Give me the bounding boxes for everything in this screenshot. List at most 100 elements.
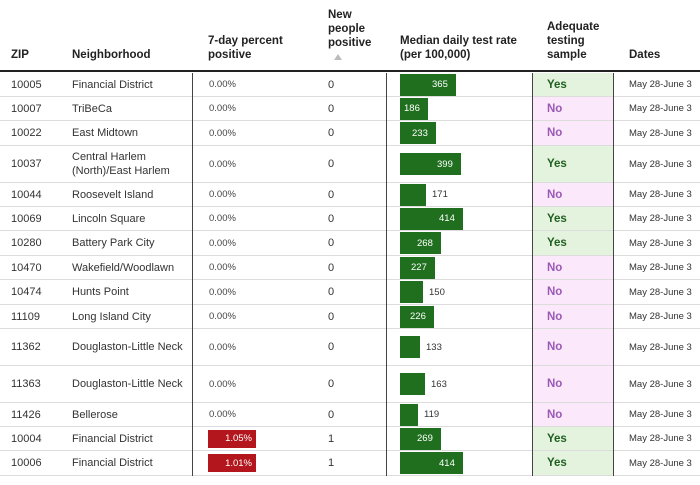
percent-positive-cell: 0.00% bbox=[209, 158, 236, 170]
divider-before-pct bbox=[192, 73, 193, 476]
table-row: 10470 Wakefield/Woodlawn 0.00% 0 227 No May 28… bbox=[0, 256, 700, 280]
test-rate-value: 233 bbox=[412, 127, 428, 139]
table-row: 10474 Hunts Point 0.00% 0 150 No May 28-June 3 bbox=[0, 280, 700, 305]
test-rate-bar bbox=[400, 97, 428, 120]
divider-before-adequate bbox=[532, 73, 533, 476]
zip-cell: 11363 bbox=[11, 378, 41, 390]
table-row: 10037 Central Harlem (North)/East Harlem 0… bbox=[0, 146, 700, 183]
neighborhood-cell: Wakefield/Woodlawn bbox=[72, 261, 175, 274]
neighborhood-cell: Bellerose bbox=[72, 408, 118, 421]
new-positive-cell: 0 bbox=[328, 102, 335, 115]
neighborhood-cell: TriBeCa bbox=[72, 102, 112, 115]
zip-cell: 10474 bbox=[11, 286, 42, 298]
neighborhood-cell: Financial District bbox=[72, 78, 153, 91]
dates-cell: May 28-June 3 bbox=[629, 378, 692, 390]
table-row: 10007 TriBeCa 0.00% 0 186 No May 28-June 3 bbox=[0, 97, 700, 121]
test-rate-value: 414 bbox=[439, 213, 455, 224]
test-rate-value: 150 bbox=[429, 286, 445, 298]
header-7day-percent-positive[interactable]: 7-day percent positive bbox=[208, 35, 283, 61]
divider-before-dates bbox=[613, 73, 614, 476]
new-positive-cell: 0 bbox=[328, 127, 335, 139]
test-rate-bar bbox=[400, 122, 436, 144]
new-positive-cell: 0 bbox=[328, 378, 335, 390]
dates-cell: May 28-June 3 bbox=[629, 237, 692, 249]
sort-ascending-icon[interactable] bbox=[334, 54, 342, 60]
table-row: 10022 East Midtown 0.00% 0 233 No May 28-June … bbox=[0, 121, 700, 146]
test-rate-bar bbox=[400, 256, 435, 279]
adequate-sample-cell: Yes bbox=[532, 207, 613, 230]
test-rate-bar bbox=[400, 73, 456, 96]
test-rate-bar bbox=[400, 281, 423, 303]
table-row: 11363 Douglaston-Little Neck 0.00% 0 163 No Ma… bbox=[0, 366, 700, 403]
new-positive-cell: 0 bbox=[328, 212, 335, 225]
zip-cell: 10004 bbox=[11, 432, 42, 445]
new-positive-cell: 0 bbox=[328, 261, 335, 274]
header-new-people-positive[interactable]: New people positive bbox=[328, 9, 372, 49]
table-row: 11426 Bellerose 0.00% 0 119 No May 28-June 3 bbox=[0, 403, 700, 427]
table-row: 11362 Douglaston-Little Neck 0.00% 0 133 No Ma… bbox=[0, 329, 700, 366]
new-positive-cell: 0 bbox=[328, 408, 335, 421]
adequate-sample-cell: No bbox=[532, 403, 613, 426]
header-zip[interactable]: ZIP bbox=[11, 49, 29, 61]
table-row: 10044 Roosevelt Island 0.00% 0 171 No May 28-J… bbox=[0, 183, 700, 207]
dates-cell: May 28-June 3 bbox=[629, 262, 692, 273]
adequate-sample-cell: Yes bbox=[532, 451, 613, 475]
dates-cell: May 28-June 3 bbox=[629, 158, 692, 170]
new-positive-cell: 0 bbox=[328, 286, 335, 298]
table-row: 10004 Financial District 1.05% 1 269 Yes May 2… bbox=[0, 427, 700, 451]
adequate-sample-cell: No bbox=[532, 97, 613, 120]
percent-positive-cell: 0.00% bbox=[209, 262, 236, 273]
percent-positive-cell: 0.00% bbox=[209, 286, 236, 298]
percent-positive-cell: 0.00% bbox=[209, 237, 236, 249]
neighborhood-cell: Central Harlem (North)/East Harlem bbox=[72, 151, 170, 177]
test-rate-bar bbox=[400, 403, 418, 426]
test-rate-value: 171 bbox=[432, 189, 448, 200]
test-rate-value: 227 bbox=[411, 262, 427, 273]
percent-positive-cell: 0.00% bbox=[209, 189, 236, 200]
new-positive-cell: 0 bbox=[328, 78, 335, 91]
dates-cell: May 28-June 3 bbox=[629, 213, 692, 224]
test-rate-value: 226 bbox=[410, 311, 426, 322]
neighborhood-cell: Lincoln Square bbox=[72, 212, 146, 225]
new-positive-cell: 0 bbox=[328, 237, 335, 249]
new-positive-cell: 1 bbox=[328, 457, 335, 469]
test-rate-value: 269 bbox=[417, 433, 433, 444]
zip-cell: 10007 bbox=[11, 102, 42, 115]
test-rate-bar bbox=[400, 336, 420, 358]
neighborhood-cell: Douglaston-Little Neck bbox=[72, 341, 183, 353]
header-adequate-testing-sample[interactable]: Adequate testing sample bbox=[547, 21, 600, 61]
header-median-daily-test-rate[interactable]: Median daily test rate (per 100,000) bbox=[400, 35, 517, 61]
test-rate-bar bbox=[400, 373, 425, 395]
test-rate-bar bbox=[400, 427, 441, 450]
test-rate-value: 133 bbox=[426, 341, 442, 353]
new-positive-cell: 0 bbox=[328, 188, 335, 201]
percent-positive-cell: 0.00% bbox=[209, 103, 236, 114]
adequate-sample-cell: No bbox=[532, 183, 613, 206]
percent-positive-cell: 0.00% bbox=[209, 341, 236, 353]
test-rate-bar bbox=[400, 232, 441, 254]
neighborhood-cell: Hunts Point bbox=[72, 286, 129, 298]
test-rate-value: 399 bbox=[437, 158, 453, 170]
zip-cell: 10037 bbox=[11, 158, 42, 170]
zip-cell: 10069 bbox=[11, 212, 42, 225]
test-rate-bar bbox=[400, 305, 434, 328]
adequate-sample-cell: No bbox=[532, 121, 613, 145]
header-neighborhood[interactable]: Neighborhood bbox=[72, 49, 151, 61]
header-dates[interactable]: Dates bbox=[629, 49, 661, 61]
neighborhood-cell: Roosevelt Island bbox=[72, 188, 154, 201]
adequate-sample-cell: No bbox=[532, 329, 613, 365]
test-rate-bar bbox=[400, 207, 463, 230]
dates-cell: May 28-June 3 bbox=[629, 433, 692, 444]
test-rate-value: 365 bbox=[432, 79, 448, 90]
table-row: 10005 Financial District 0.00% 0 365 Yes May 2… bbox=[0, 73, 700, 97]
table-header: ZIP Neighborhood 7-day percent positive … bbox=[0, 0, 700, 72]
test-rate-value: 119 bbox=[424, 409, 440, 420]
percent-positive-cell: 0.00% bbox=[209, 378, 236, 390]
test-rate-bar bbox=[400, 153, 461, 175]
zip-cell: 10022 bbox=[11, 127, 42, 139]
table-row: 10069 Lincoln Square 0.00% 0 414 Yes May 28-Ju… bbox=[0, 207, 700, 231]
divider-before-rate bbox=[386, 73, 387, 476]
dates-cell: May 28-June 3 bbox=[629, 311, 692, 322]
new-positive-cell: 0 bbox=[328, 158, 335, 170]
